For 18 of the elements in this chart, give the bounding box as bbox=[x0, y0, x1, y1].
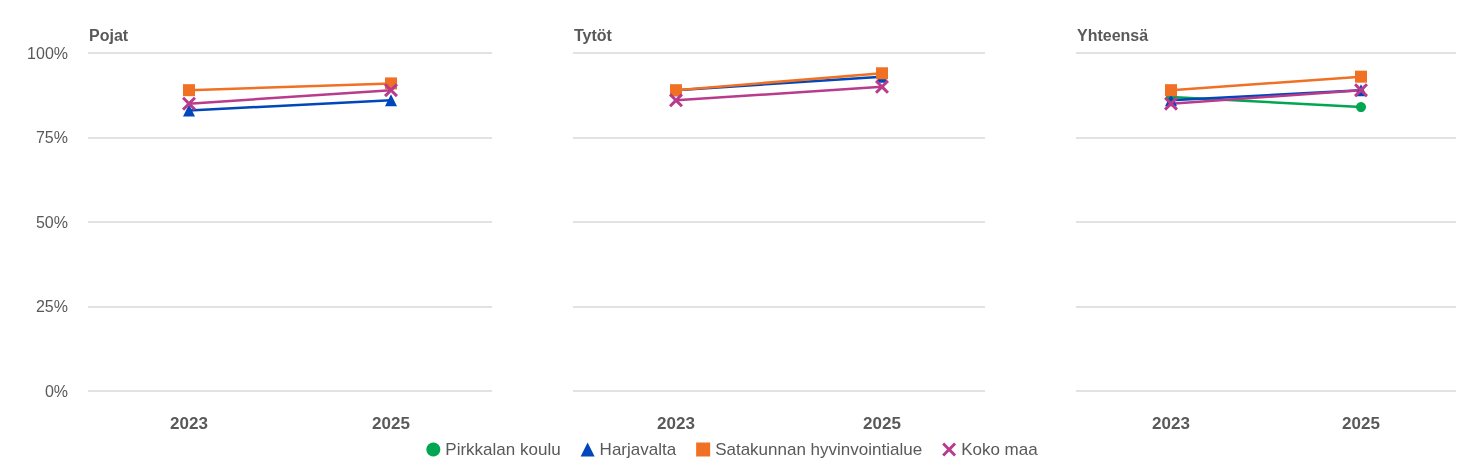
x-tick-label: 2025 bbox=[372, 414, 410, 433]
x-tick-label: 2025 bbox=[863, 414, 901, 433]
chart-title: Tytöt bbox=[574, 26, 613, 44]
x-tick-label: 2023 bbox=[657, 414, 695, 433]
x-tick-label: 2025 bbox=[1342, 414, 1380, 433]
legend-label: Pirkkalan koulu bbox=[445, 440, 561, 459]
x-tick-label: 2023 bbox=[170, 414, 208, 433]
chart-title: Yhteensä bbox=[1077, 26, 1149, 44]
x-tick-label: 2023 bbox=[1152, 414, 1190, 433]
legend-label: Satakunnan hyvinvointialue bbox=[715, 440, 923, 459]
y-tick-label: 75% bbox=[35, 129, 68, 146]
y-tick-label: 50% bbox=[35, 213, 68, 231]
y-tick-label: 25% bbox=[35, 298, 68, 315]
y-tick-label: 0% bbox=[44, 382, 68, 400]
y-tick-label: 100% bbox=[27, 44, 68, 62]
legend-label: Harjavalta bbox=[599, 440, 677, 459]
legend-label: Koko maa bbox=[961, 440, 1039, 459]
chart-title: Pojat bbox=[89, 26, 129, 44]
